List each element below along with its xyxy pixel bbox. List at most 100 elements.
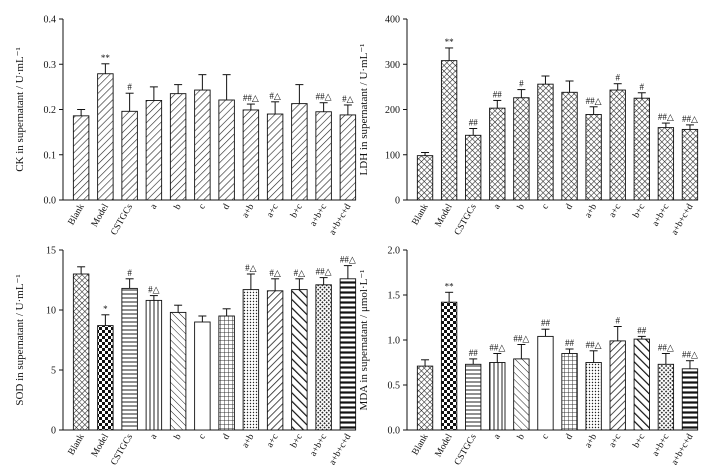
ck-error-bar	[271, 101, 280, 115]
mda-error-bar	[493, 353, 502, 363]
ldh-bar-a-b	[585, 114, 602, 201]
ldh-error-bar	[565, 80, 574, 93]
sod-error-bar	[319, 277, 328, 285]
mda-significance-label: ##	[637, 325, 647, 335]
mda-significance-label: ##△	[682, 350, 698, 360]
ck-error-bar	[222, 74, 231, 100]
ck-bar-a-b-c	[315, 111, 332, 201]
sod-bar-a	[145, 299, 163, 431]
sod-bar-c	[194, 321, 211, 431]
sod-bar-a-b-c	[315, 284, 332, 431]
sod-significance-label: #△	[269, 268, 281, 278]
mda-bar-b-c	[633, 338, 650, 431]
ldh-bar-a-b-c-d	[681, 128, 699, 201]
sod-x-tick-label: CSTGCs	[109, 432, 135, 467]
ck-error-bar	[295, 84, 304, 104]
sod-x-tick-label: a	[149, 432, 160, 441]
mda-x-tick-label: Model	[434, 432, 455, 459]
sod-significance-label: #	[127, 268, 132, 278]
ck-x-tick-label: d	[221, 202, 232, 211]
ck-error-bar	[246, 103, 255, 110]
mda-x-tick-label: d	[564, 432, 575, 441]
ldh-x-tick-label: a+b+c+d	[670, 202, 696, 237]
mda-x-tick-label: CSTGCs	[453, 432, 479, 467]
ldh-bar-model	[440, 60, 458, 201]
ck-x-tick-label: a+b	[241, 202, 257, 220]
ck-bar-blank	[72, 115, 90, 201]
ldh-error-bar	[637, 92, 646, 99]
mda-error-bar	[421, 359, 430, 367]
sod-error-bar	[77, 266, 86, 274]
ldh-bar-c	[537, 83, 554, 201]
ldh-error-bar	[661, 122, 670, 128]
ck-y-tick-label: 0.4	[44, 15, 57, 26]
sod-error-bar	[174, 304, 183, 313]
ldh-significance-label: ##	[469, 118, 479, 128]
sod-bar-cstgcs	[121, 287, 138, 431]
sod-y-tick-label: 15	[46, 246, 56, 257]
mda-bar-d	[561, 353, 578, 431]
sod-x-tick-label: a+b+c	[309, 433, 330, 459]
ck-error-bar	[198, 74, 207, 91]
ldh-error-bar	[613, 83, 622, 91]
ck-error-bar	[101, 63, 110, 74]
ldh-bar-b-c	[633, 97, 650, 201]
ldh-significance-label: #	[615, 73, 620, 83]
mda-chart: 0.0 0.5 1.0 1.5 2.0 MDA in supernatant / μmol…	[358, 246, 699, 467]
sod-significance-label: ##△	[316, 267, 332, 277]
sod-x-tick-label: c	[197, 433, 208, 442]
sod-error-bar	[222, 308, 231, 316]
ck-significance-label: ##△	[243, 93, 259, 103]
mda-bar-model	[440, 301, 458, 431]
ldh-significance-label: #	[519, 79, 524, 89]
mda-x-tick-label: c	[540, 433, 551, 442]
mda-bar-blank	[416, 365, 434, 431]
sod-x-tick-label: a+b+c+d	[328, 432, 354, 467]
ck-error-bar	[319, 102, 328, 112]
ck-x-tick-label: a+b+c	[309, 203, 330, 229]
sod-error-bar	[101, 314, 110, 326]
mda-y-axis-label: MDA in supernatant / μmol·L⁻¹	[358, 270, 370, 411]
mda-x-tick-label: a+b+c+d	[670, 432, 696, 467]
ldh-error-bar	[589, 106, 598, 115]
mda-significance-label: ##	[469, 348, 479, 358]
ldh-x-tick-label: a+c	[608, 203, 624, 220]
mda-bar-a-b	[585, 362, 602, 431]
ck-x-tick-label: Model	[90, 202, 111, 229]
mda-error-bar	[685, 360, 694, 369]
mda-error-bar	[469, 358, 478, 365]
sod-x-tick-label: b+c	[289, 433, 305, 450]
sod-x-tick-label: Blank	[67, 432, 87, 457]
mda-bar-b	[513, 358, 530, 431]
ldh-bar-cstgcs	[465, 134, 482, 201]
sod-error-bar	[271, 278, 280, 291]
mda-y-tick-label: 2.0	[388, 246, 401, 257]
mda-bar-a	[489, 362, 506, 431]
ldh-significance-label: ##△	[658, 112, 674, 122]
ck-error-bar	[149, 86, 158, 101]
sod-bar-model	[97, 325, 114, 431]
ck-y-tick-label: 0.3	[44, 60, 57, 71]
ldh-x-tick-label: a+b+c	[651, 203, 672, 229]
ldh-bar-a-b-c	[657, 127, 675, 201]
sod-error-bar	[343, 265, 352, 279]
ldh-error-bar	[517, 89, 526, 98]
mda-bar-a-b-c-d	[681, 368, 699, 431]
ldh-bar-a-c	[609, 89, 626, 201]
ck-x-tick-label: a+c	[265, 203, 281, 220]
mda-x-tick-label: b+c	[632, 433, 648, 450]
mda-bar-c	[537, 335, 554, 431]
sod-bar-b	[169, 311, 187, 431]
ldh-x-tick-label: a+b	[583, 202, 599, 220]
mda-y-tick-label: 1.5	[388, 291, 401, 302]
ck-x-tick-label: a+b+c+d	[328, 202, 354, 237]
ck-error-bar	[174, 84, 183, 94]
mda-significance-label: **	[445, 281, 455, 291]
mda-error-bar	[637, 335, 646, 340]
sod-significance-label: #△	[245, 263, 257, 273]
sod-error-bar	[149, 295, 158, 301]
ldh-bar-a	[489, 107, 506, 201]
ck-bar-model	[97, 73, 114, 201]
sod-significance-label: ##△	[340, 255, 356, 265]
